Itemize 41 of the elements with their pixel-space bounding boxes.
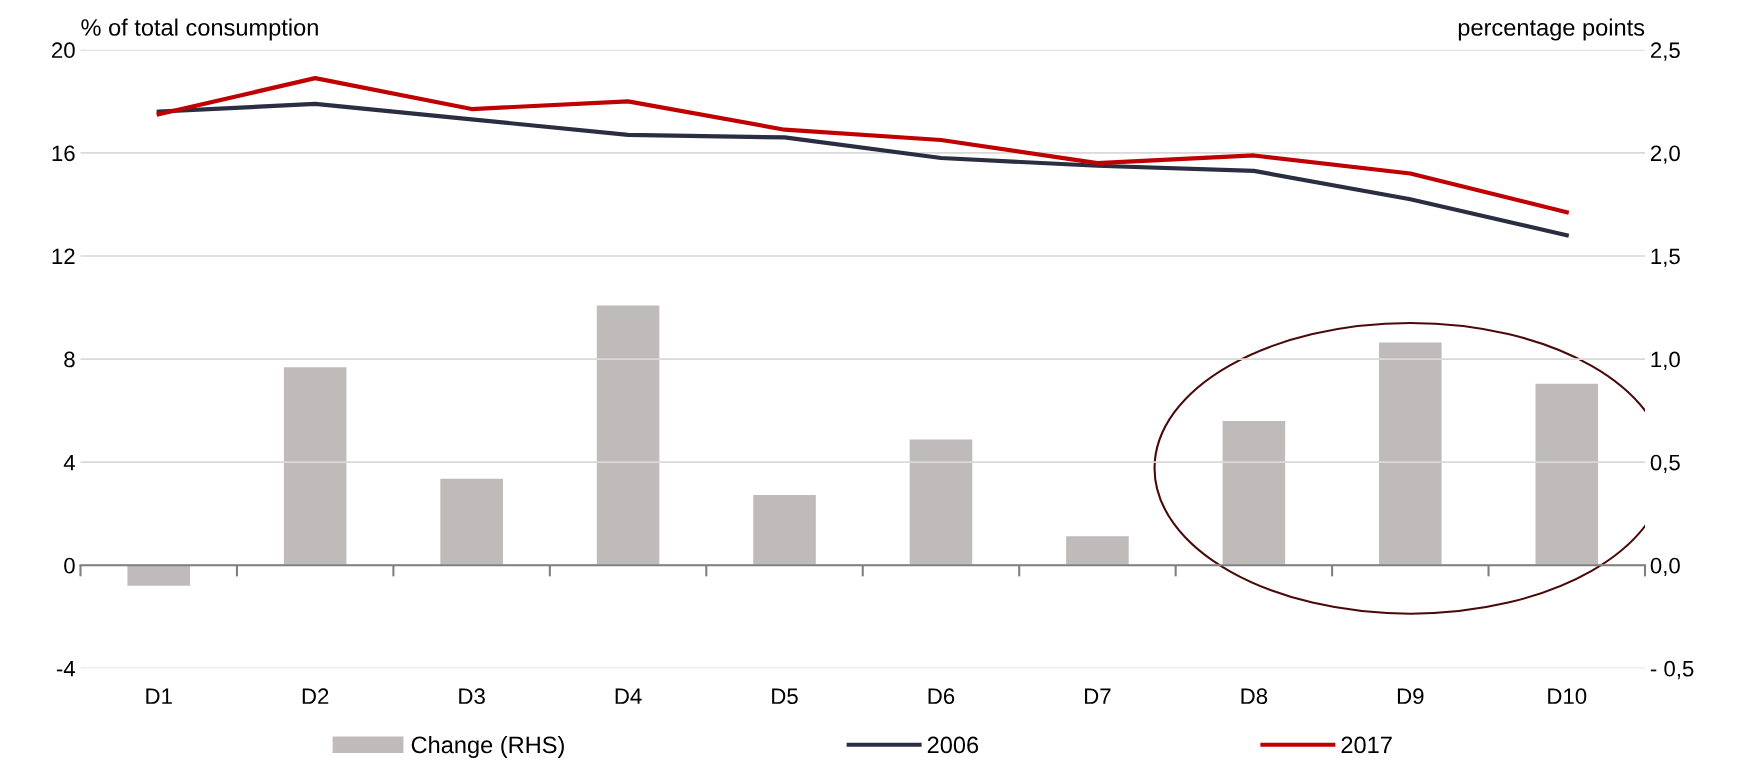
bar bbox=[440, 478, 503, 566]
bar bbox=[1222, 420, 1286, 566]
line-series bbox=[156, 76, 1569, 215]
y-tick-label: 12 bbox=[52, 248, 75, 265]
y-tick-label: -4 bbox=[56, 661, 75, 677]
y2-tick-label: - 0,5 bbox=[1650, 660, 1694, 680]
y-tick-label: 8 bbox=[64, 351, 75, 368]
y2-axis-title: percentage points bbox=[1458, 18, 1645, 41]
bar bbox=[283, 367, 347, 566]
y-tick-label: 0 bbox=[64, 557, 75, 574]
bar bbox=[753, 495, 816, 566]
x-tick-label: D7 bbox=[1085, 688, 1111, 704]
y2-tick-label: 2,0 bbox=[1650, 145, 1680, 164]
legend-label: 2006 bbox=[927, 736, 979, 754]
x-tick-label: D8 bbox=[1241, 688, 1268, 705]
y2-tick-label: 0,0 bbox=[1650, 557, 1680, 577]
x-tick-label: D4 bbox=[615, 688, 642, 704]
x-tick-label: D6 bbox=[928, 688, 955, 705]
y2-tick-label: 0,5 bbox=[1650, 454, 1680, 474]
bar bbox=[127, 565, 191, 586]
y-axis-title: % of total consumption bbox=[81, 18, 318, 41]
x-tick-label: D5 bbox=[772, 688, 798, 705]
bar bbox=[1066, 536, 1129, 566]
x-tick-label: D1 bbox=[146, 688, 172, 704]
x-tick-label: D9 bbox=[1397, 688, 1424, 705]
x-tick-label: D2 bbox=[302, 688, 329, 704]
legend-label: Change (RHS) bbox=[411, 735, 564, 758]
bar bbox=[1379, 342, 1442, 566]
bar bbox=[596, 305, 660, 566]
x-tick-label: D3 bbox=[459, 688, 485, 705]
legend-label: 2017 bbox=[1341, 736, 1392, 754]
y-tick-label: 4 bbox=[63, 454, 75, 471]
y2-tick-label: 1,0 bbox=[1651, 351, 1680, 370]
bar bbox=[909, 439, 973, 566]
bar bbox=[1535, 383, 1599, 566]
y2-tick-label: 1,5 bbox=[1651, 248, 1680, 267]
y2-tick-label: 2,5 bbox=[1650, 42, 1680, 61]
line-series bbox=[156, 101, 1569, 238]
y-tick-label: 16 bbox=[52, 145, 75, 162]
x-tick-label: D10 bbox=[1548, 688, 1587, 705]
y-tick-label: 20 bbox=[52, 42, 75, 59]
